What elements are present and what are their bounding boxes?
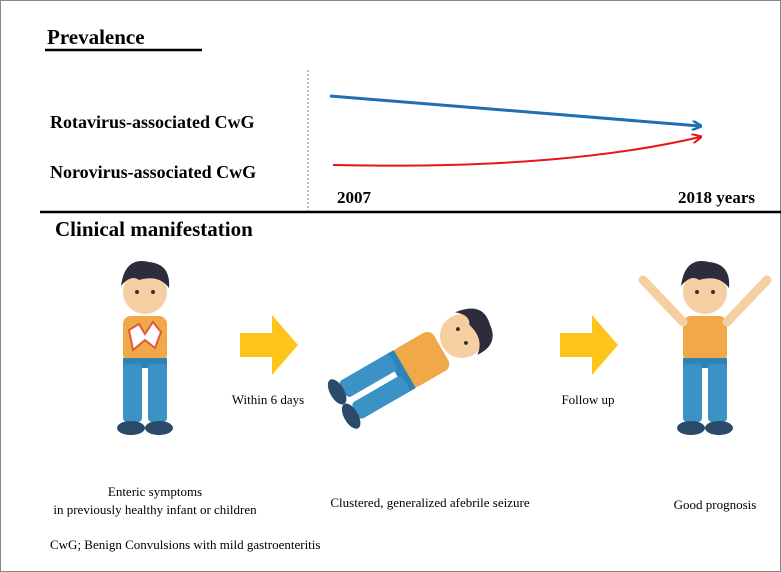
row-label: Rotavirus-associated CwG — [50, 112, 255, 132]
transition-label: Within 6 days — [232, 392, 304, 407]
stage-caption: Enteric symptoms — [108, 484, 202, 499]
trend-arrow — [333, 137, 700, 166]
stage-caption: Clustered, generalized afebrile seizure — [330, 495, 529, 510]
section-title: Prevalence — [47, 25, 145, 49]
child-illustration — [643, 261, 767, 435]
figure: Prevalence Rotavirus-associated CwG Noro… — [0, 0, 781, 572]
child-illustration — [117, 261, 173, 435]
transition-arrow — [560, 315, 618, 375]
stage-caption: Good prognosis — [674, 497, 757, 512]
illustration-part — [117, 261, 173, 435]
transition-arrow — [240, 315, 298, 375]
footnote: CwG; Benign Convulsions with mild gastro… — [50, 537, 320, 552]
axis-label: 2018 years — [678, 188, 755, 207]
transition-label: Follow up — [561, 392, 614, 407]
illustration-part — [324, 296, 503, 431]
stage-caption: in previously healthy infant or children — [53, 502, 257, 517]
row-label: Norovirus-associated CwG — [50, 162, 256, 182]
child-illustration — [324, 296, 503, 431]
trend-arrow — [330, 96, 700, 126]
section-title: Clinical manifestation — [55, 217, 253, 241]
illustration-part — [677, 261, 733, 435]
axis-label: 2007 — [337, 188, 372, 207]
